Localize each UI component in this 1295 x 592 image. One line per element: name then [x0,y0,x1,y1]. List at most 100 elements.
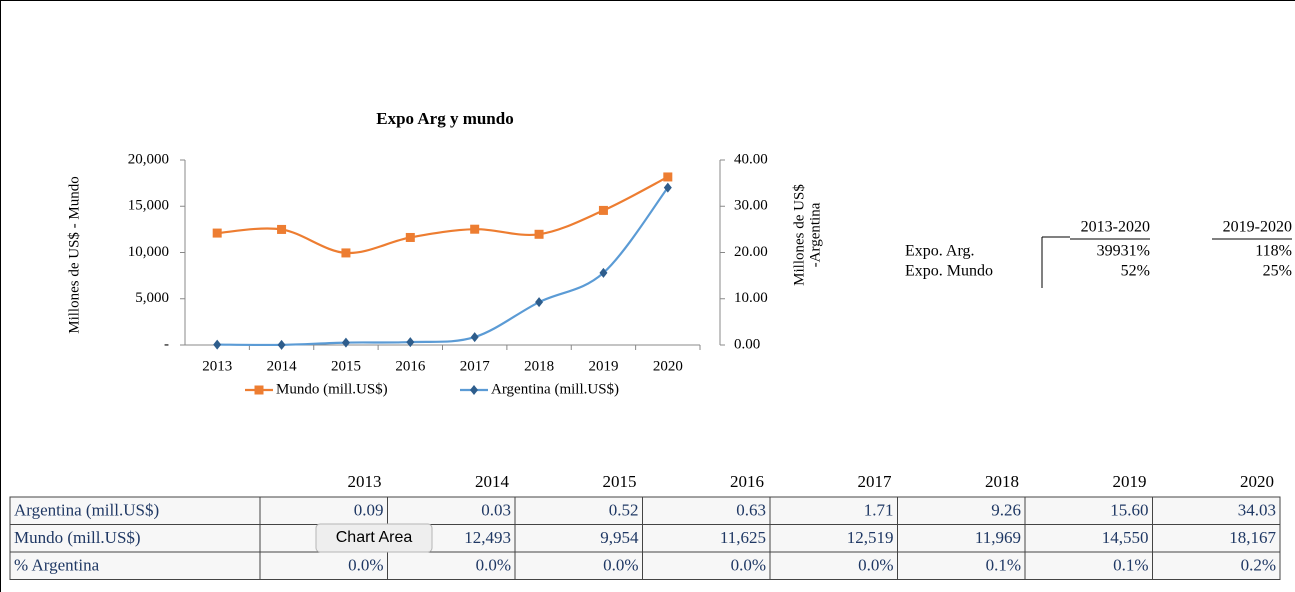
table-cell [897,496,1026,525]
row-label: Argentina (mill.US$) [14,501,159,520]
table-header: 2020 [1240,472,1274,491]
summary-label: Expo. Mundo [905,263,993,280]
cell-value: 0.0% [731,556,766,575]
cell-value: 18,167 [1229,528,1276,547]
marker [405,232,415,242]
cell-value: 9,954 [600,528,639,547]
marker [341,337,350,348]
marker [406,337,415,348]
legend-marker [470,385,478,395]
y2-tick-label: 0.00 [734,336,760,352]
summary-header: 2013-2020 [1081,219,1150,236]
summary-cell: 39931% [1097,243,1150,260]
cell-value: 0.0% [603,556,638,575]
cell-value: 12,493 [464,528,511,547]
x-tick-label: 2014 [267,358,298,374]
legend-label: Mundo (mill.US$) [276,381,388,397]
x-tick-label: 2020 [653,358,683,374]
cell-value: 9.26 [991,501,1021,520]
table-cell [387,551,516,580]
table-cell [897,551,1026,580]
row-label-cell [9,496,261,525]
marker [599,267,608,278]
y2-tick-label: 20.00 [734,244,768,260]
marker [663,182,672,193]
cell-value: 11,625 [720,528,766,547]
cell-value: 0.0% [348,556,383,575]
marker [470,332,479,343]
table-cell [769,524,898,553]
summary-cell: 25% [1263,263,1292,280]
marker [212,228,222,238]
marker [663,172,673,182]
cell-value: 34.03 [1238,501,1276,520]
table-cell [1024,524,1153,553]
table-header: 2019 [1113,472,1147,491]
cell-value: 12,519 [847,528,894,547]
table-cell [1152,496,1281,525]
cell-value: 0.09 [354,501,384,520]
marker [535,297,544,308]
cell-value: 14,550 [1102,528,1149,547]
table-cell [387,496,516,525]
table-cell [642,496,771,525]
cell-value: 0.03 [481,501,511,520]
marker [341,248,351,258]
row-label-cell [9,524,261,553]
cell-value: 1.71 [864,501,894,520]
table-cell [1152,551,1281,580]
table-header: 2018 [985,472,1019,491]
y2-axis-label: -Argentina [807,202,823,267]
table-header: 2016 [730,472,764,491]
marker [213,339,222,350]
marker [470,224,480,234]
y-axis-label: Millones de US$ - Mundo [66,176,82,334]
legend-marker [254,385,264,395]
summary-cell: 52% [1121,263,1150,280]
x-tick-label: 2015 [331,358,361,374]
table-cell [642,551,771,580]
table-header: 2015 [603,472,637,491]
x-tick-label: 2019 [588,358,618,374]
x-tick-label: 2018 [524,358,554,374]
marker [277,339,286,350]
table-header: 2013 [348,472,382,491]
x-tick-label: 2013 [202,358,232,374]
cell-value: 0.0% [858,556,893,575]
legend-label: Argentina (mill.US$) [491,381,619,397]
table-cell [514,524,643,553]
y2-axis-label: Millones de US$ [791,184,807,286]
series-line [217,175,669,255]
table-cell [897,524,1026,553]
table-cell [1152,524,1281,553]
y2-tick-label: 30.00 [734,198,768,214]
y2-tick-label: 10.00 [734,290,768,306]
table-header: 2014 [475,472,510,491]
cell-value: 0.52 [609,501,639,520]
table-header: 2017 [858,472,893,491]
y-tick-label: 5,000 [135,290,169,306]
table-cell [769,551,898,580]
cell-value: 15.60 [1110,501,1148,520]
summary-header: 2019-2020 [1223,219,1292,236]
marker [534,229,544,239]
x-tick-label: 2016 [395,358,426,374]
cell-value: 0.0% [476,556,511,575]
chart-title: Expo Arg y mundo [376,109,513,128]
table-cell [1024,496,1153,525]
row-label: % Argentina [14,556,100,575]
tooltip-text: Chart Area [336,529,413,546]
row-label: Mundo (mill.US$) [14,528,141,547]
tooltip-box [315,523,433,553]
summary-cell: 118% [1255,243,1292,260]
x-tick-label: 2017 [460,358,491,374]
cell-value: 0.2% [1241,556,1276,575]
y2-tick-label: 40.00 [734,151,768,167]
y-tick-label: 20,000 [128,151,169,167]
cell-value: 0.63 [736,501,766,520]
row-label-cell [9,551,261,580]
y-tick-label: 15,000 [128,198,169,214]
y-tick-label: - [164,336,169,352]
